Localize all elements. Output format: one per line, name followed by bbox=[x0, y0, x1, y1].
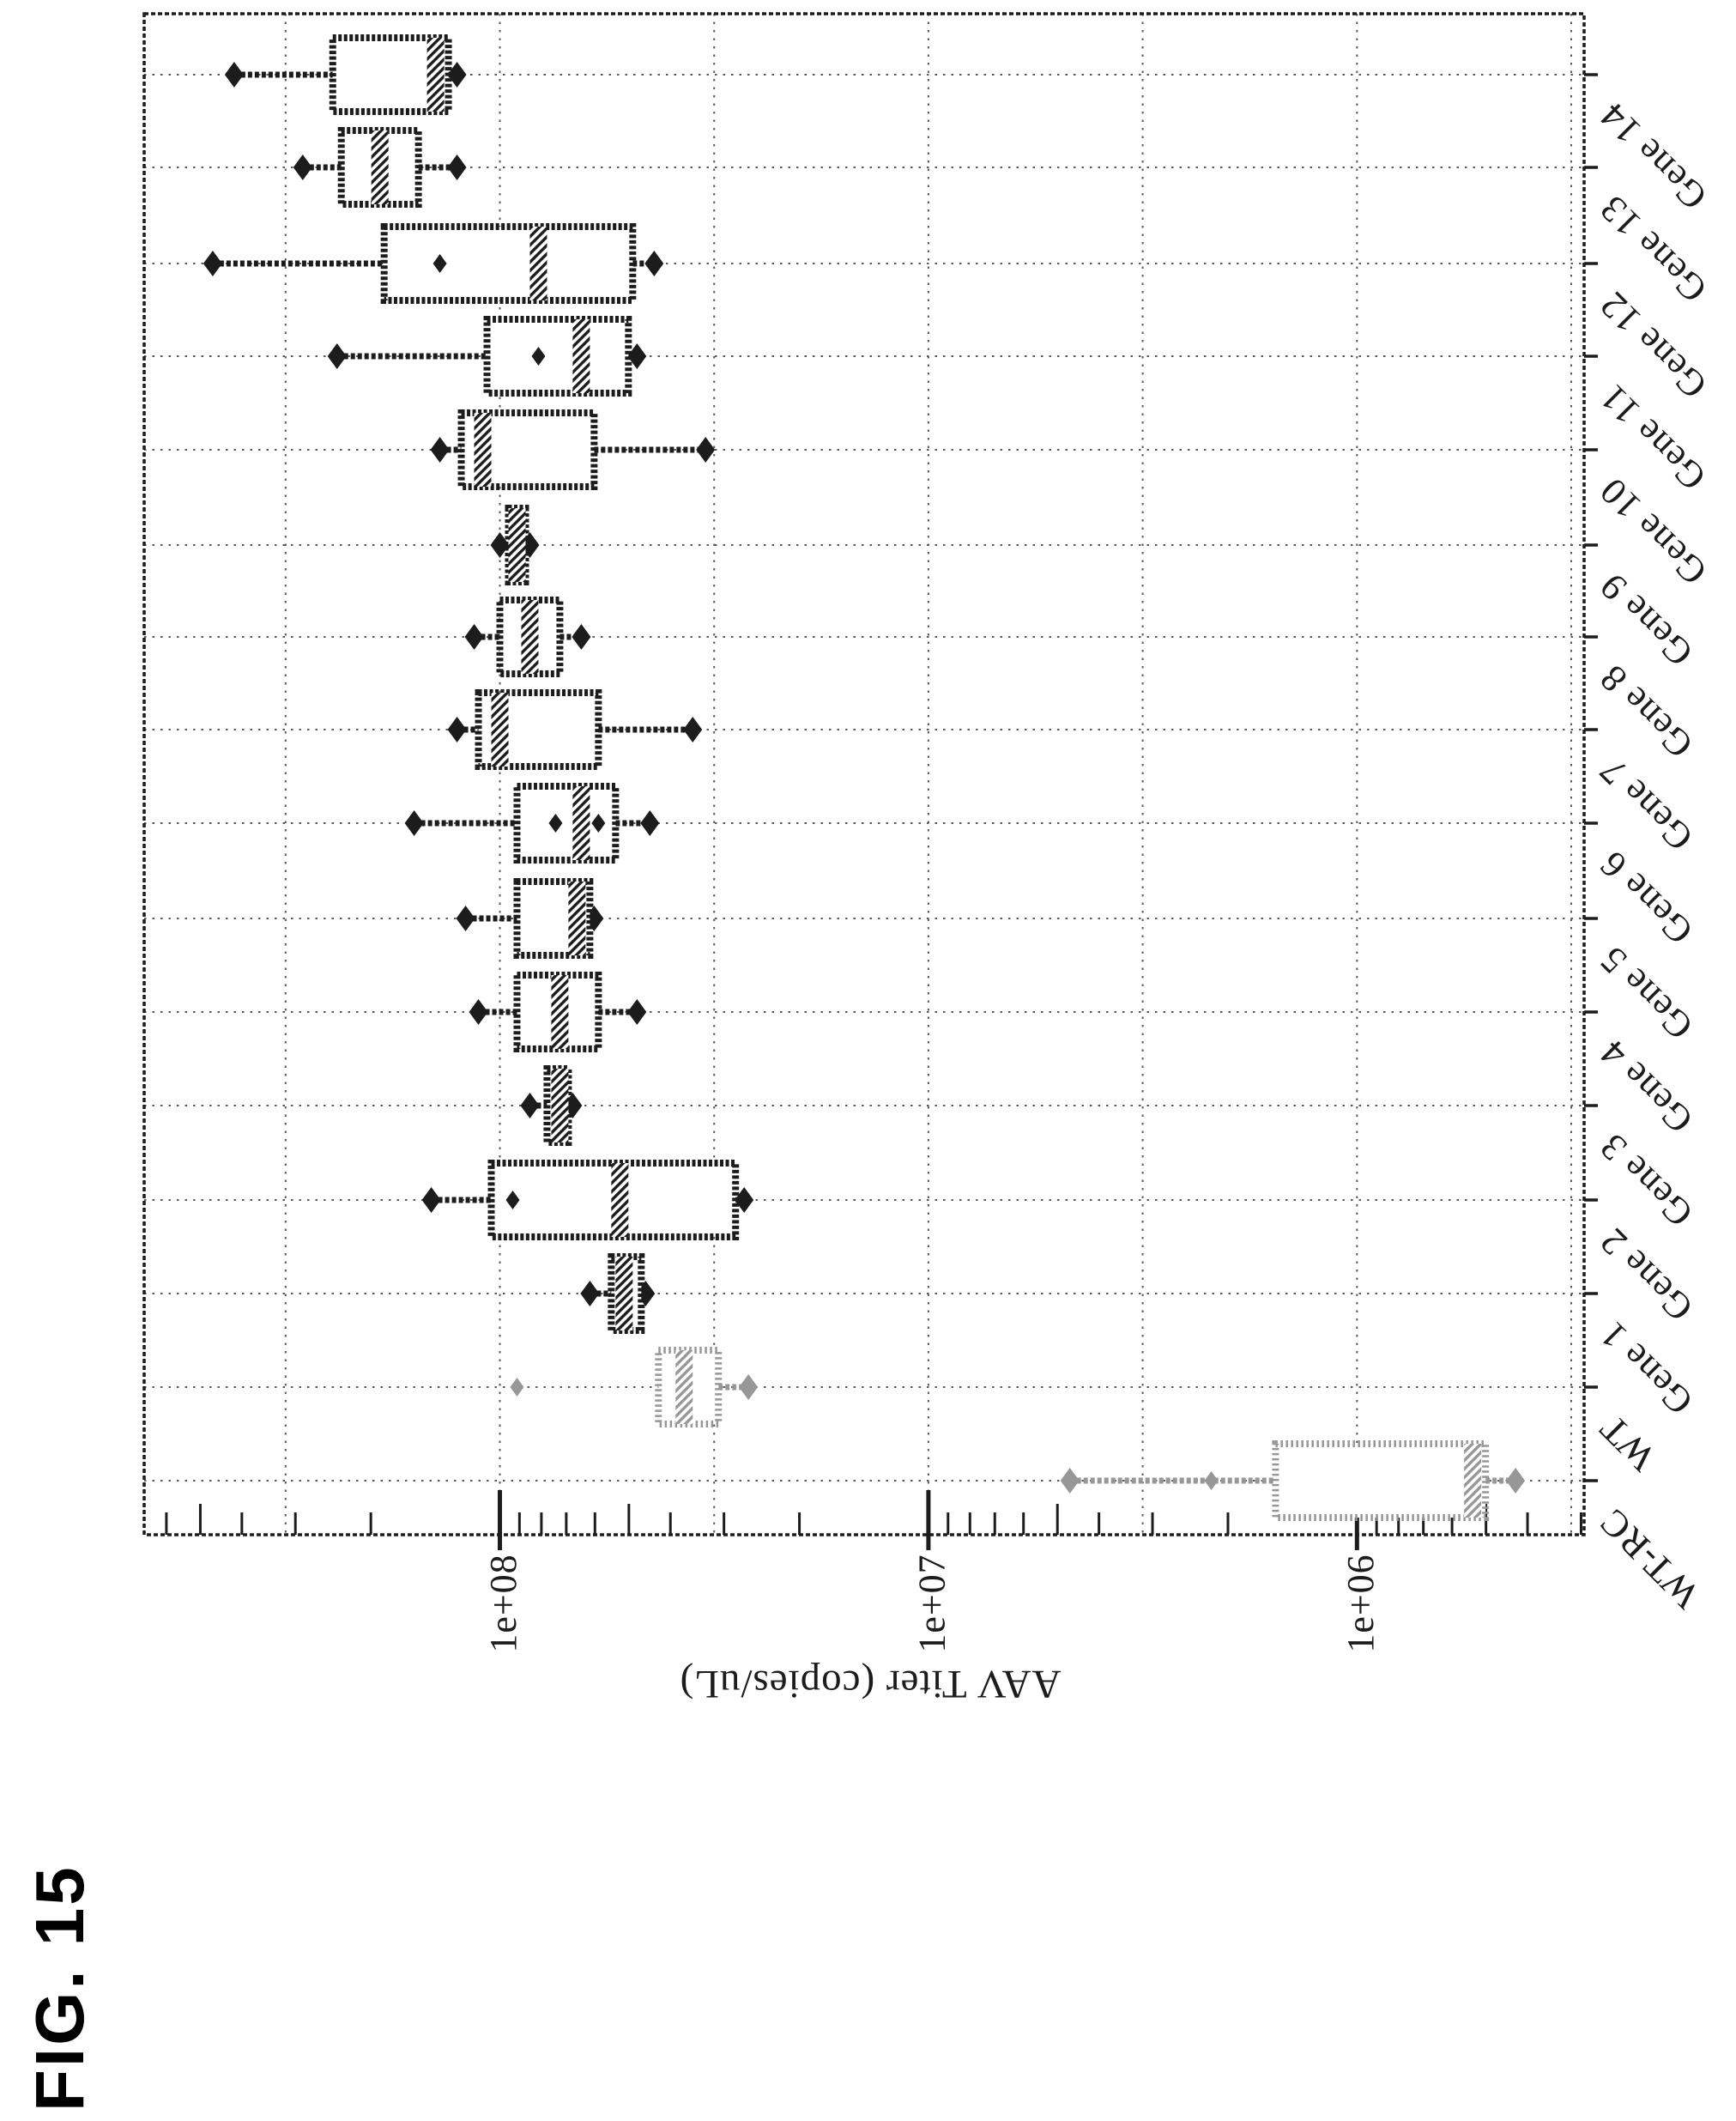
median-band bbox=[551, 1069, 569, 1142]
whisker-cap-icon bbox=[640, 810, 660, 836]
median-band bbox=[521, 600, 539, 674]
iqr-box bbox=[513, 783, 620, 864]
median-band bbox=[474, 413, 492, 487]
value-tick-label: 1e+08 bbox=[482, 1554, 524, 1652]
category-gene-8: Gene 8 bbox=[464, 597, 1701, 767]
whisker-cap-icon bbox=[447, 155, 467, 180]
whisker-cap-icon bbox=[572, 624, 591, 650]
median-band bbox=[508, 508, 526, 582]
whisker-cap-icon bbox=[627, 343, 647, 369]
median-band bbox=[568, 882, 586, 955]
data-point-icon bbox=[591, 814, 606, 833]
category-label: Gene 5 bbox=[1591, 938, 1701, 1048]
value-tick-label: 1e+06 bbox=[1340, 1554, 1382, 1652]
category-gene-5: Gene 5 bbox=[456, 878, 1701, 1048]
whisker-cap-icon bbox=[683, 717, 703, 742]
category-gene-6: Gene 6 bbox=[404, 783, 1701, 953]
median-band bbox=[529, 227, 547, 300]
median-band bbox=[426, 38, 445, 112]
category-label: Gene 8 bbox=[1591, 657, 1701, 767]
category-gene-10: Gene 10 bbox=[430, 409, 1715, 593]
whisker-cap-icon bbox=[447, 717, 467, 742]
data-point-icon bbox=[548, 814, 563, 833]
whisker-cap-icon bbox=[627, 999, 647, 1025]
category-label: Gene 2 bbox=[1591, 1220, 1701, 1330]
whisker-cap-icon bbox=[404, 810, 424, 836]
category-label: Gene 10 bbox=[1591, 470, 1715, 593]
whisker-cap-icon bbox=[490, 532, 510, 558]
whisker-cap-icon bbox=[1506, 1468, 1526, 1494]
whisker-cap-icon bbox=[739, 1374, 759, 1400]
median-band bbox=[371, 130, 389, 204]
data-point-icon bbox=[505, 1191, 520, 1209]
category-label: Gene 3 bbox=[1591, 1125, 1701, 1235]
category-label: Gene 1 bbox=[1591, 1313, 1701, 1423]
value-axis-title: AAV Titer (copies/uL) bbox=[680, 1662, 1062, 1706]
median-band bbox=[491, 693, 509, 767]
whisker-cap-icon bbox=[203, 251, 222, 276]
category-label: Gene 4 bbox=[1591, 1032, 1701, 1142]
whisker-cap-icon bbox=[696, 437, 716, 463]
category-gene-14: Gene 14 bbox=[224, 34, 1715, 218]
category-gene-12: Gene 12 bbox=[203, 223, 1715, 407]
category-label: Gene 7 bbox=[1591, 749, 1701, 859]
iqr-box bbox=[483, 316, 632, 397]
whisker-cap-icon bbox=[735, 1187, 754, 1213]
median-band bbox=[572, 786, 590, 860]
whisker-cap-icon bbox=[327, 343, 347, 369]
category-gene-7: Gene 7 bbox=[447, 689, 1701, 859]
whisker-cap-icon bbox=[520, 1093, 540, 1118]
plot-border bbox=[142, 12, 1586, 1536]
whisker-cap-icon bbox=[580, 1281, 600, 1306]
whisker-cap-icon bbox=[456, 906, 475, 931]
median-band bbox=[551, 975, 569, 1049]
category-label: WT-RC bbox=[1591, 1500, 1708, 1617]
data-point-icon bbox=[1204, 1471, 1219, 1490]
whisker-cap-icon bbox=[421, 1187, 441, 1213]
whisker-cap-icon bbox=[469, 999, 488, 1025]
whisker-cap-icon bbox=[447, 62, 467, 88]
whisker-cap-icon bbox=[430, 437, 450, 463]
whisker-cap-icon bbox=[293, 155, 312, 180]
whisker-cap-icon bbox=[644, 251, 664, 276]
value-tick-label: 1e+07 bbox=[910, 1554, 953, 1652]
category-label: Gene 6 bbox=[1591, 843, 1701, 953]
whisker-cap-icon bbox=[464, 624, 484, 650]
category-wt-rc: WT-RC bbox=[1060, 1440, 1708, 1617]
iqr-box bbox=[1272, 1440, 1490, 1521]
median-band bbox=[615, 1257, 633, 1330]
category-wt: WT bbox=[510, 1347, 1664, 1479]
median-band bbox=[675, 1350, 693, 1424]
figure-label: FIG. 15 bbox=[21, 1864, 98, 2112]
whisker-cap-icon bbox=[224, 62, 244, 88]
data-point-icon bbox=[531, 347, 546, 366]
category-label: WT bbox=[1591, 1407, 1663, 1479]
median-band bbox=[1464, 1444, 1482, 1518]
category-gene-9: Gene 9 bbox=[490, 505, 1701, 675]
data-point-icon bbox=[432, 254, 447, 273]
iqr-box bbox=[380, 223, 637, 304]
category-gene-4: Gene 4 bbox=[469, 972, 1701, 1142]
gridlines bbox=[144, 14, 1584, 1535]
median-band bbox=[572, 319, 590, 393]
median-band bbox=[611, 1163, 629, 1237]
whisker-cap-icon bbox=[1060, 1468, 1080, 1494]
data-point-icon bbox=[510, 1378, 524, 1397]
